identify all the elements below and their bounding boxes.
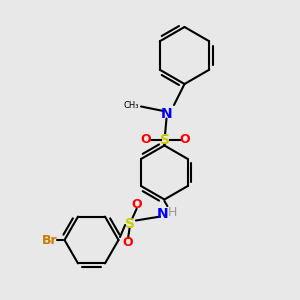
Text: Br: Br	[42, 233, 57, 247]
Text: O: O	[123, 236, 134, 249]
Text: N: N	[161, 107, 172, 121]
Text: O: O	[140, 133, 151, 146]
Text: O: O	[131, 198, 142, 211]
Text: CH₃: CH₃	[124, 100, 140, 109]
Text: O: O	[179, 133, 190, 146]
Text: N: N	[157, 207, 169, 220]
Text: S: S	[125, 217, 136, 230]
Text: H: H	[168, 206, 178, 219]
Text: S: S	[160, 133, 170, 146]
